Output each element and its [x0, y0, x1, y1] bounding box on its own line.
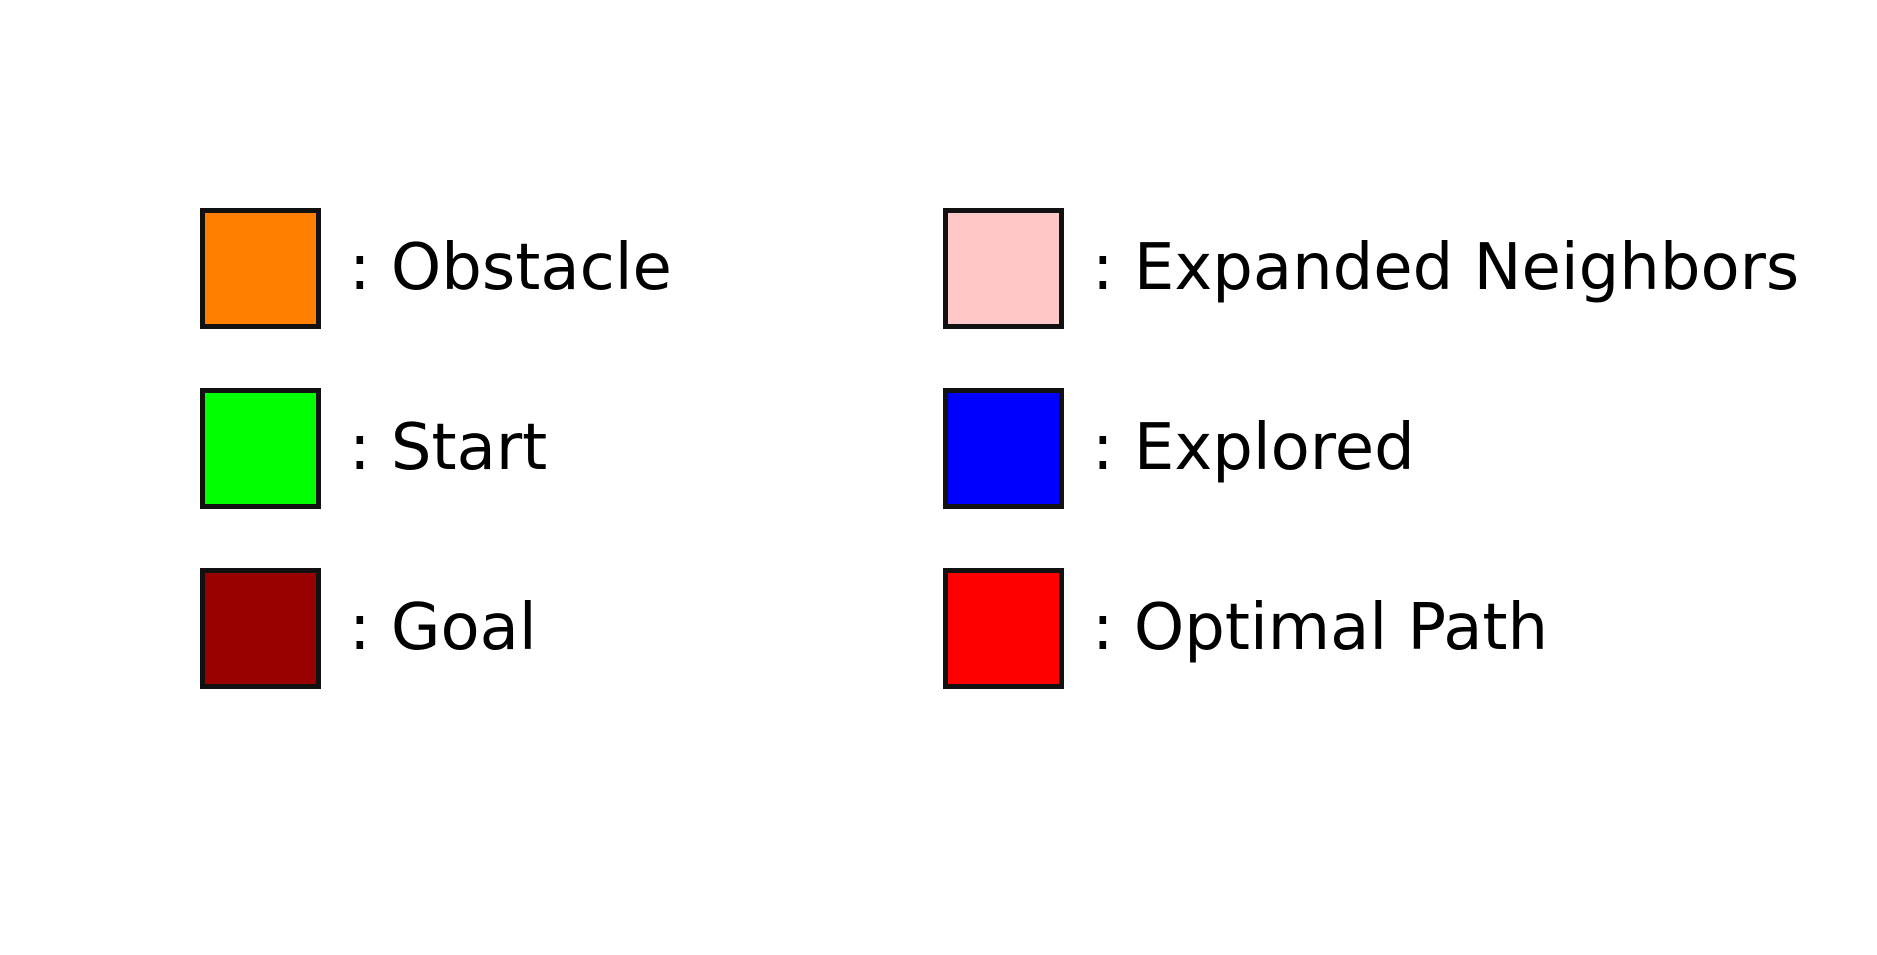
- explored-swatch: [943, 387, 1064, 509]
- goal-swatch: [200, 567, 321, 689]
- start-swatch: [200, 387, 321, 509]
- optimal-path-label: : Optimal Path: [1092, 591, 1549, 665]
- start-label: : Start: [349, 411, 548, 485]
- legend-item-obstacle: : Obstacle: [200, 204, 672, 332]
- obstacle-swatch: [200, 207, 321, 329]
- goal-label: : Goal: [349, 591, 537, 665]
- legend-item-expanded-neighbors: : Expanded Neighbors: [943, 204, 1799, 332]
- legend-item-goal: : Goal: [200, 564, 672, 692]
- legend-item-explored: : Explored: [943, 384, 1799, 512]
- legend-item-optimal-path: : Optimal Path: [943, 564, 1799, 692]
- legend-item-start: : Start: [200, 384, 672, 512]
- legend-column-left: : Obstacle : Start : Goal: [200, 204, 672, 692]
- legend-column-right: : Expanded Neighbors : Explored : Optima…: [943, 204, 1799, 692]
- explored-label: : Explored: [1092, 411, 1415, 485]
- expanded-neighbors-label: : Expanded Neighbors: [1092, 231, 1800, 305]
- expanded-neighbors-swatch: [943, 207, 1064, 329]
- optimal-path-swatch: [943, 567, 1064, 689]
- obstacle-label: : Obstacle: [349, 231, 672, 305]
